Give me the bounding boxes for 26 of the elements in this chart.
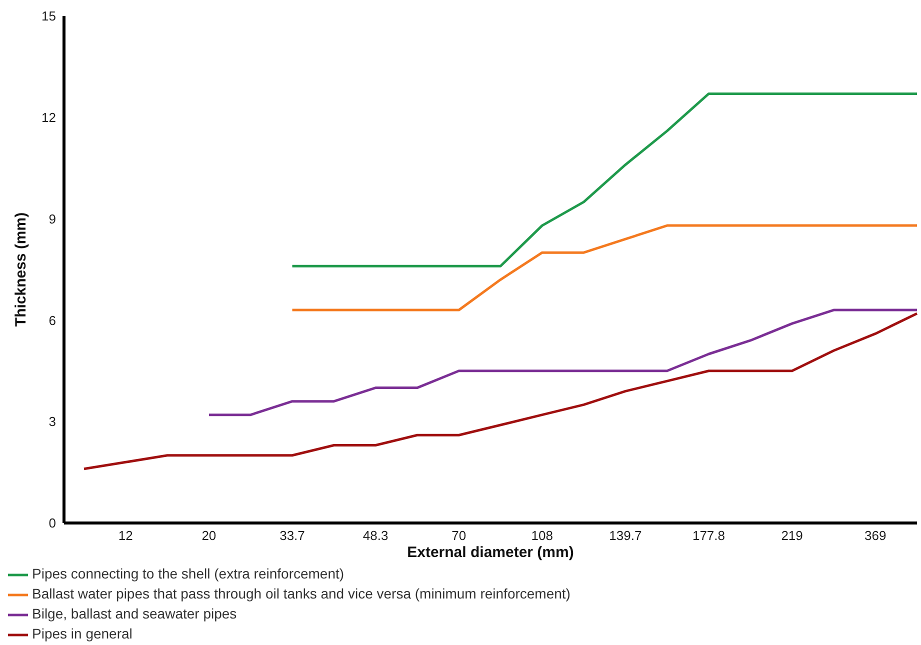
y-axis-title: Thickness (mm)	[12, 212, 30, 327]
legend-label: Pipes in general	[32, 626, 132, 642]
legend-label: Pipes connecting to the shell (extra reinforcement)	[32, 566, 344, 582]
line-series	[291, 224, 918, 312]
x-tick-label: 48.3	[362, 528, 388, 544]
x-tick-label: 177.8	[692, 528, 726, 544]
y-tick-label: 12	[42, 110, 56, 126]
legend-label: Bilge, ballast and seawater pipes	[32, 606, 237, 622]
line-series	[208, 308, 918, 416]
line-series	[291, 92, 918, 268]
y-tick-label: 6	[48, 312, 56, 328]
y-tick-label: 0	[48, 516, 56, 531]
x-tick-label: 369	[864, 528, 886, 544]
y-tick-label: 15	[42, 8, 56, 24]
x-tick-label: 139.7	[609, 528, 642, 544]
y-tick-label: 9	[48, 211, 56, 226]
x-tick-label: 70	[452, 528, 466, 544]
legend-label: Ballast water pipes that pass through oil tanks and vice versa (minimum reinforcement)	[32, 586, 570, 602]
x-tick-label: 20	[202, 528, 216, 544]
x-tick-label: 219	[781, 528, 803, 544]
line-series	[82, 312, 918, 470]
x-tick-label: 33.7	[280, 528, 305, 544]
x-tick-label: 12	[118, 528, 133, 544]
y-tick-label: 3	[48, 414, 56, 430]
x-axis-title: External diameter (mm)	[407, 544, 574, 561]
x-tick-label: 108	[531, 528, 553, 544]
